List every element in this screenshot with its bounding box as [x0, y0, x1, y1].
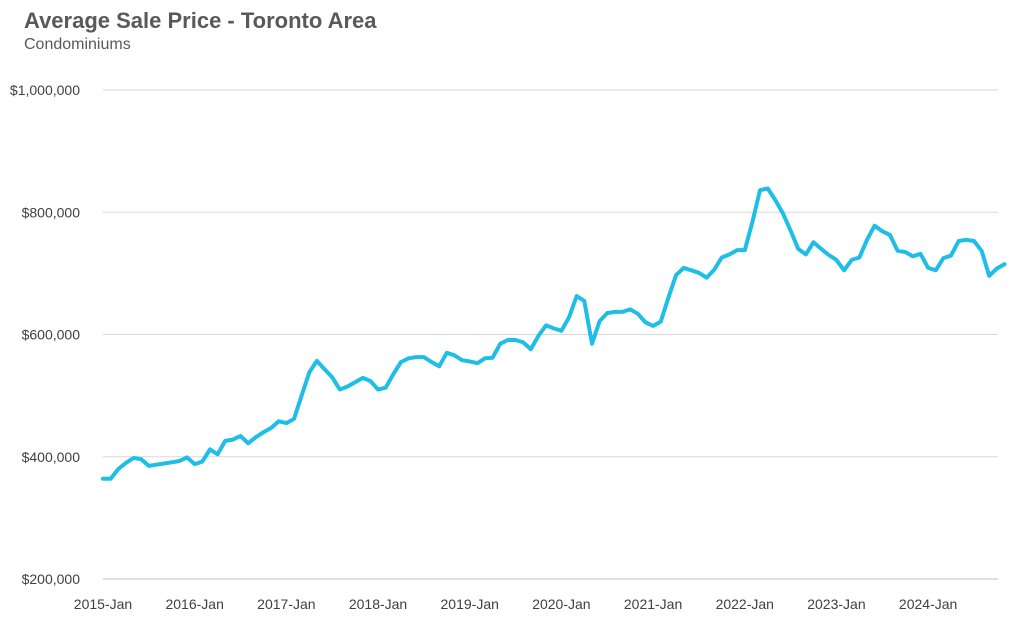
- y-axis: $200,000 $400,000 $600,000 $800,000 $1,000,0…: [10, 82, 80, 587]
- x-tick-label: 2016-Jan: [165, 596, 223, 612]
- x-tick-label: 2021-Jan: [624, 596, 682, 612]
- x-tick-label: 2017-Jan: [257, 596, 315, 612]
- x-tick-label: 2018-Jan: [349, 596, 407, 612]
- x-tick-label: 2019-Jan: [441, 596, 499, 612]
- y-tick-label: $600,000: [22, 327, 81, 343]
- y-tick-label: $200,000: [22, 571, 81, 587]
- series-group: [101, 186, 1007, 481]
- chart-subtitle: Condominiums: [24, 36, 131, 53]
- x-tick-label: 2023-Jan: [807, 596, 865, 612]
- series-line: [101, 186, 1007, 481]
- y-tick-label: $1,000,000: [10, 82, 80, 98]
- x-tick-label: 2020-Jan: [532, 596, 590, 612]
- chart-title: Average Sale Price - Toronto Area: [24, 8, 377, 33]
- y-tick-label: $800,000: [22, 204, 81, 220]
- x-tick-label: 2024-Jan: [899, 596, 957, 612]
- gridlines: [103, 89, 998, 580]
- x-tick-label: 2022-Jan: [716, 596, 774, 612]
- x-axis: 2015-Jan 2016-Jan 2017-Jan 2018-Jan 2019-Jan…: [74, 596, 958, 612]
- x-tick-label: 2015-Jan: [74, 596, 132, 612]
- y-tick-label: $400,000: [22, 449, 81, 465]
